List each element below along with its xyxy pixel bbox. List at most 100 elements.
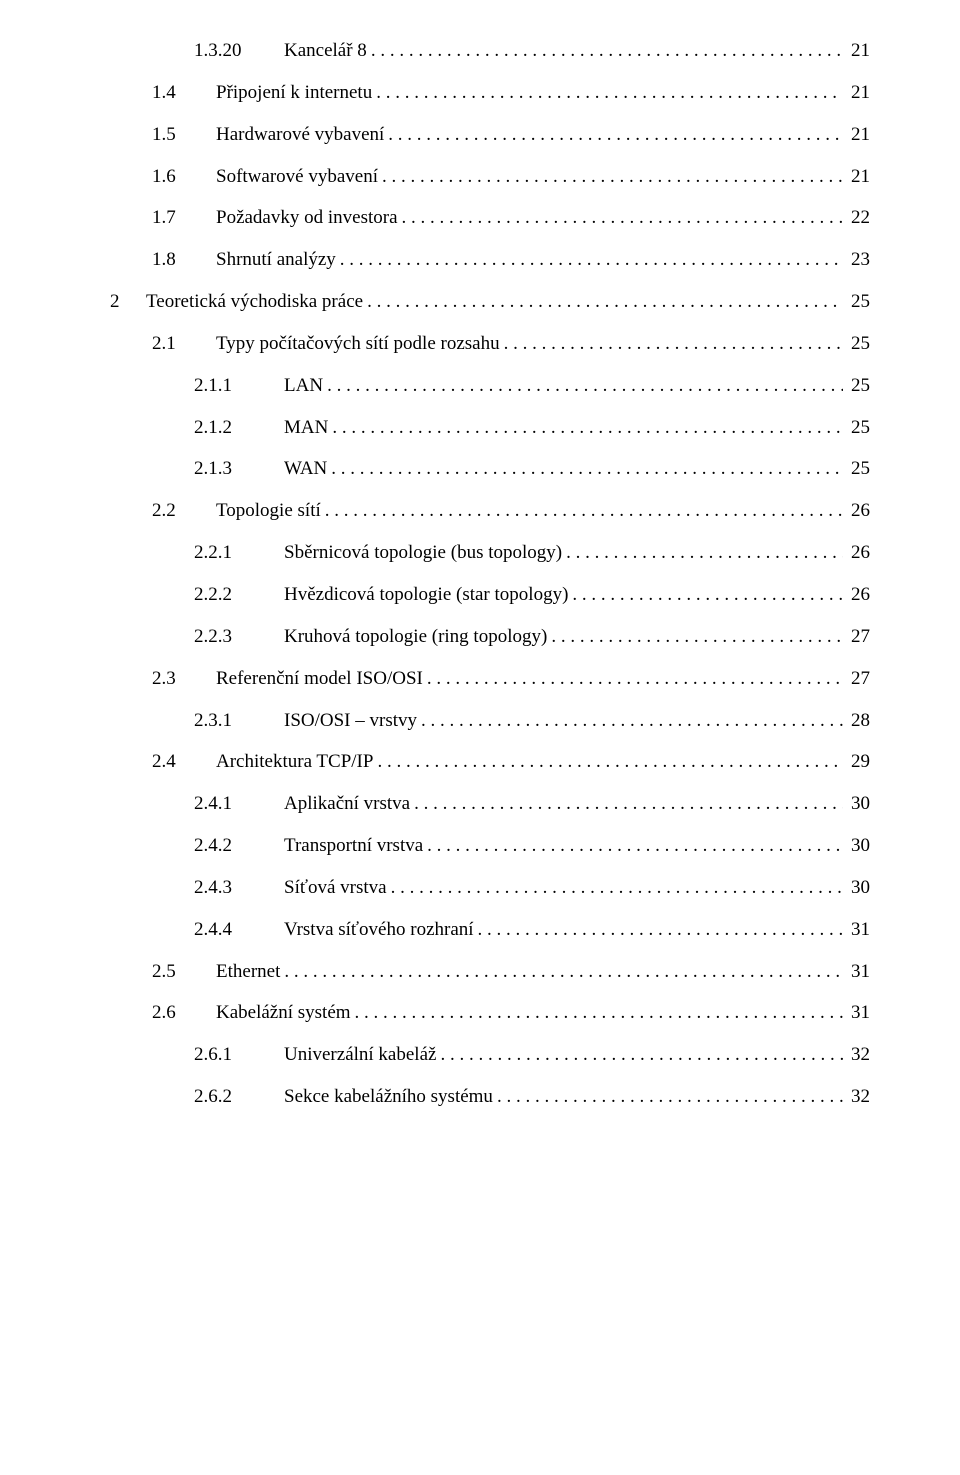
toc-number: 1.3.20 (194, 40, 284, 62)
toc-page-number: 31 (847, 919, 870, 941)
toc-page-number: 23 (847, 249, 870, 271)
toc-title: Sekce kabelážního systému (284, 1086, 493, 1108)
toc-number: 1.6 (152, 166, 216, 188)
toc-page-number: 21 (847, 124, 870, 146)
toc-row: 2.2.3Kruhová topologie (ring topology) 27 (194, 626, 870, 648)
toc-number: 1.8 (152, 249, 216, 271)
toc-leader-dots (376, 82, 843, 104)
toc-row: 2.6Kabelážní systém31 (152, 1002, 870, 1024)
toc-leader-dots (572, 584, 843, 606)
toc-leader-dots (331, 458, 843, 480)
toc-page-number: 25 (847, 333, 870, 355)
toc-title: Transportní vrstva (284, 835, 423, 857)
toc-title: Kabelážní systém (216, 1002, 351, 1024)
toc-leader-dots (355, 1002, 843, 1024)
toc-page-number: 31 (847, 1002, 870, 1024)
toc-row: 1.8Shrnutí analýzy 23 (152, 249, 870, 271)
toc-row: 2.6.1Univerzální kabeláž32 (194, 1044, 870, 1066)
toc-row: 2Teoretická východiska práce25 (110, 291, 870, 313)
toc-leader-dots (367, 291, 843, 313)
toc-title: WAN (284, 458, 327, 480)
toc-leader-dots (371, 40, 843, 62)
toc-leader-dots (382, 166, 843, 188)
toc-title: Typy počítačových sítí podle rozsahu (216, 333, 500, 355)
toc-leader-dots (402, 207, 843, 229)
toc-row: 2.4.3Síťová vrstva 30 (194, 877, 870, 899)
toc-title: Připojení k internetu (216, 82, 372, 104)
toc-page-number: 28 (847, 710, 870, 732)
toc-page-number: 32 (847, 1044, 870, 1066)
toc-title: LAN (284, 375, 323, 397)
toc-page-number: 32 (847, 1086, 870, 1108)
toc-row: 2.3Referenční model ISO/OSI27 (152, 668, 870, 690)
toc-row: 1.3.20Kancelář 821 (194, 40, 870, 62)
toc-number: 2.2.1 (194, 542, 284, 564)
toc-number: 2.4.4 (194, 919, 284, 941)
toc-leader-dots (414, 793, 843, 815)
toc-number: 2.4.3 (194, 877, 284, 899)
toc-title: Síťová vrstva (284, 877, 387, 899)
toc-row: 2.1.1LAN 25 (194, 375, 870, 397)
toc-leader-dots (284, 961, 843, 983)
toc-page-number: 30 (847, 793, 870, 815)
toc-leader-dots (340, 249, 843, 271)
toc-leader-dots (391, 877, 843, 899)
toc-number: 2.3.1 (194, 710, 284, 732)
toc-number: 2.2.3 (194, 626, 284, 648)
toc-leader-dots (388, 124, 843, 146)
toc-row: 2.2Topologie sítí26 (152, 500, 870, 522)
toc-row: 2.1.3WAN25 (194, 458, 870, 480)
toc-leader-dots (478, 919, 843, 941)
toc-page-number: 30 (847, 877, 870, 899)
toc-number: 1.4 (152, 82, 216, 104)
toc-title: Shrnutí analýzy (216, 249, 336, 271)
toc-row: 2.4Architektura TCP/IP29 (152, 751, 870, 773)
toc-number: 2.6.1 (194, 1044, 284, 1066)
toc-title: Požadavky od investora (216, 207, 398, 229)
toc-page-number: 26 (847, 584, 870, 606)
toc-leader-dots (325, 500, 843, 522)
toc-title: Aplikační vrstva (284, 793, 410, 815)
toc-leader-dots (551, 626, 843, 648)
toc-page-number: 26 (847, 542, 870, 564)
toc-leader-dots (427, 668, 843, 690)
toc-row: 2.3.1ISO/OSI – vrstvy 28 (194, 710, 870, 732)
toc-page-number: 25 (847, 375, 870, 397)
toc-number: 2.4.1 (194, 793, 284, 815)
toc-page-number: 31 (847, 961, 870, 983)
toc-row: 2.4.4Vrstva síťového rozhraní 31 (194, 919, 870, 941)
toc-title: ISO/OSI – vrstvy (284, 710, 417, 732)
toc-page-number: 27 (847, 626, 870, 648)
toc-row: 1.6Softwarové vybavení21 (152, 166, 870, 188)
toc-leader-dots (427, 835, 843, 857)
toc-row: 1.4Připojení k internetu21 (152, 82, 870, 104)
toc-page-number: 25 (847, 458, 870, 480)
toc-row: 2.1.2MAN25 (194, 417, 870, 439)
toc-number: 2 (110, 291, 146, 313)
toc-number: 2.5 (152, 961, 216, 983)
toc-title: Kruhová topologie (ring topology) (284, 626, 547, 648)
toc-title: Hvězdicová topologie (star topology) (284, 584, 568, 606)
toc-title: Referenční model ISO/OSI (216, 668, 423, 690)
toc-number: 2.1.1 (194, 375, 284, 397)
toc-leader-dots (327, 375, 843, 397)
toc-leader-dots (566, 542, 843, 564)
toc-page: 1.3.20Kancelář 8211.4Připojení k interne… (0, 0, 960, 1475)
toc-number: 2.4 (152, 751, 216, 773)
toc-leader-dots (377, 751, 843, 773)
toc-number: 1.7 (152, 207, 216, 229)
toc-title: Topologie sítí (216, 500, 321, 522)
toc-number: 1.5 (152, 124, 216, 146)
toc-row: 2.4.2Transportní vrstva30 (194, 835, 870, 857)
toc-row: 1.5Hardwarové vybavení 21 (152, 124, 870, 146)
toc-leader-dots (497, 1086, 843, 1108)
toc-row: 2.6.2Sekce kabelážního systému 32 (194, 1086, 870, 1108)
toc-leader-dots (332, 417, 843, 439)
toc-title: Kancelář 8 (284, 40, 367, 62)
toc-title: Teoretická východiska práce (146, 291, 363, 313)
toc-title: Softwarové vybavení (216, 166, 378, 188)
toc-title: Vrstva síťového rozhraní (284, 919, 474, 941)
toc-title: Hardwarové vybavení (216, 124, 384, 146)
toc-number: 2.6.2 (194, 1086, 284, 1108)
toc-row: 1.7Požadavky od investora22 (152, 207, 870, 229)
